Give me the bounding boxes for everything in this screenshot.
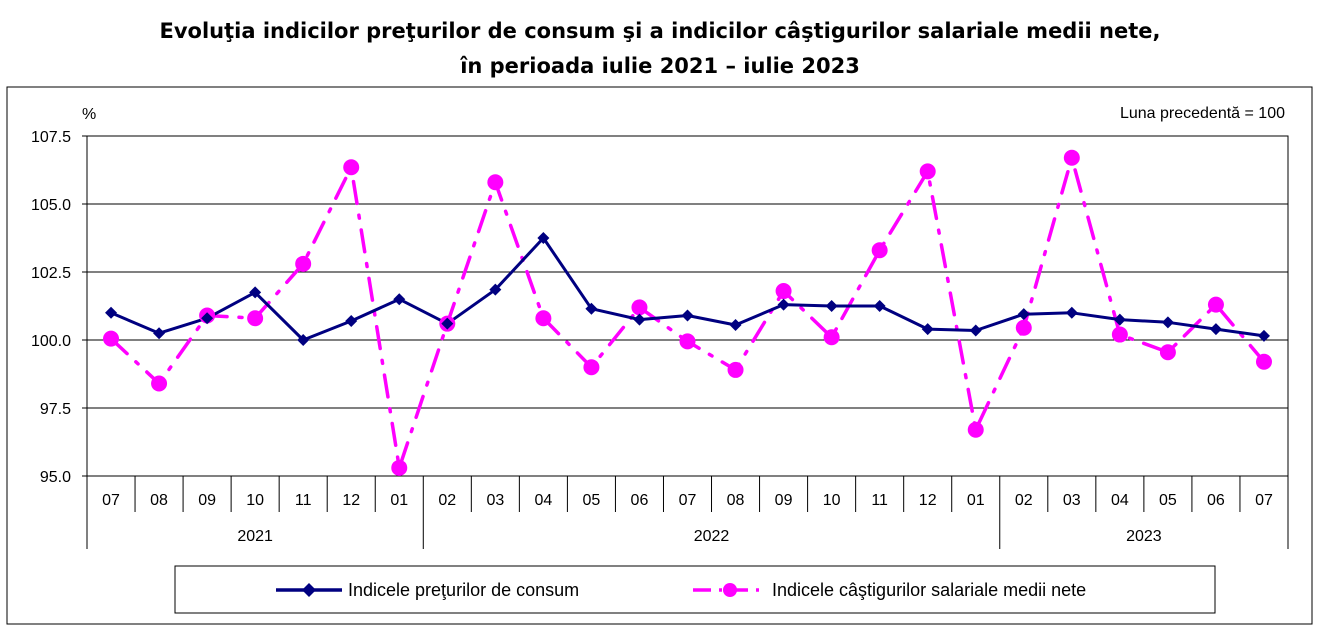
wage-index-point xyxy=(1015,319,1032,336)
wage-index-point xyxy=(967,421,984,438)
y-tick-label: 97.5 xyxy=(40,401,71,418)
x-tick-label: 09 xyxy=(198,492,216,509)
chart-frame xyxy=(6,86,1313,625)
cpi-point xyxy=(681,309,694,322)
x-tick-label: 09 xyxy=(775,492,793,509)
y-axis-unit: % xyxy=(82,106,96,123)
x-tick-label: 11 xyxy=(871,492,888,509)
cpi-point xyxy=(1065,306,1078,319)
wage-index-point xyxy=(679,333,696,350)
y-axis: 107.5 105.0 102.5 100.0 97.5 95.0 xyxy=(31,129,87,486)
wage-index-point xyxy=(151,375,168,392)
wage-index-point xyxy=(1063,149,1080,166)
x-tick-label: 03 xyxy=(486,492,504,509)
wage-index-point xyxy=(103,330,120,347)
cpi-point xyxy=(153,327,166,340)
title-line-1: Evoluţia indicilor preţurilor de consum … xyxy=(159,19,1161,43)
wage-index-point xyxy=(1207,296,1224,313)
cpi-point xyxy=(1161,316,1174,329)
cpi-point xyxy=(297,334,310,346)
wage-index-point xyxy=(919,163,936,180)
x-tick-label: 10 xyxy=(246,492,264,509)
y-tick-label: 107.5 xyxy=(31,129,71,146)
year-label: 2022 xyxy=(694,528,730,545)
legend-marker-cpi xyxy=(302,583,316,597)
wage-index-point xyxy=(535,310,552,327)
x-tick-label: 01 xyxy=(967,492,985,509)
wage-index-point xyxy=(343,159,360,176)
y-tick-label: 100.0 xyxy=(31,333,71,350)
cpi-point xyxy=(537,232,550,244)
y-tick-label: 95.0 xyxy=(40,469,71,486)
cpi-point xyxy=(633,313,646,326)
x-tick-label: 02 xyxy=(438,492,456,509)
x-tick-label: 11 xyxy=(295,492,312,509)
wage-index-point xyxy=(775,283,792,300)
cpi-point xyxy=(1209,323,1222,336)
x-tick-label: 02 xyxy=(1015,492,1033,509)
x-tick-label: 10 xyxy=(823,492,841,509)
wage-index-point xyxy=(295,255,312,272)
x-tick-label: 06 xyxy=(1207,492,1225,509)
base-note: Luna precedentă = 100 xyxy=(1120,105,1285,122)
x-tick-label: 12 xyxy=(342,492,360,509)
x-tick-label: 07 xyxy=(1255,492,1273,509)
cpi-point xyxy=(393,293,406,306)
y-tick-label: 102.5 xyxy=(31,265,71,282)
wage-index-point xyxy=(871,242,888,259)
cpi-point xyxy=(873,300,886,312)
x-tick-label: 05 xyxy=(583,492,601,509)
x-tick-label: 04 xyxy=(1111,492,1129,509)
cpi-point xyxy=(729,319,742,332)
cpi-point xyxy=(441,317,454,330)
x-tick-label: 12 xyxy=(919,492,937,509)
x-tick-label: 08 xyxy=(150,492,168,509)
x-tick-label: 05 xyxy=(1159,492,1177,509)
legend-marker-wages xyxy=(723,583,737,597)
cpi-point xyxy=(201,312,214,325)
legend-label-wages: Indicele câştigurilor salariale medii ne… xyxy=(772,580,1086,600)
legend-items: Indicele preţurilor de consum Indicele câ… xyxy=(276,580,1086,600)
cpi-point xyxy=(1113,313,1126,326)
x-tick-label: 04 xyxy=(534,492,552,509)
title-line-2: în perioada iulie 2021 – iulie 2023 xyxy=(460,54,860,78)
wage-index-point xyxy=(1159,344,1176,361)
wage-index-point xyxy=(487,174,504,191)
wage-index-point xyxy=(583,359,600,376)
x-axis: 07 08 09 10 11 12 01 02 03 04 05 06 07 08 09 10 11 12 01 02… xyxy=(86,476,1289,549)
cpi-point xyxy=(105,306,118,319)
wage-index-point xyxy=(727,361,744,378)
legend-label-cpi: Indicele preţurilor de consum xyxy=(348,580,579,600)
x-tick-label: 06 xyxy=(631,492,649,509)
year-label: 2023 xyxy=(1126,528,1162,545)
cpi-point xyxy=(1017,308,1030,321)
wage-index-point xyxy=(823,329,840,346)
y-tick-label: 105.0 xyxy=(31,197,71,214)
x-tick-label: 08 xyxy=(727,492,745,509)
wage-index-point xyxy=(391,459,408,476)
wage-index-point xyxy=(247,310,264,327)
cpi-point xyxy=(969,324,982,337)
x-tick-label: 07 xyxy=(679,492,697,509)
cpi-point xyxy=(345,314,358,327)
cpi-point xyxy=(249,286,262,299)
cpi-point xyxy=(777,298,790,311)
wage-index-point xyxy=(1111,326,1128,343)
cpi-point xyxy=(825,300,838,312)
plot-area xyxy=(86,135,1289,477)
x-tick-label: 01 xyxy=(390,492,408,509)
cpi-point xyxy=(921,323,934,336)
year-label: 2021 xyxy=(237,528,273,545)
chart-title: Evoluţia indicilor preţurilor de consum … xyxy=(0,14,1320,84)
series-markers xyxy=(103,149,1272,476)
wage-index-point xyxy=(631,299,648,316)
x-tick-label: 03 xyxy=(1063,492,1081,509)
cpi-point xyxy=(489,283,502,296)
x-tick-label: 07 xyxy=(102,492,120,509)
cpi-point xyxy=(1257,329,1270,342)
legend: Indicele preţurilor de consum Indicele câ… xyxy=(174,565,1216,614)
cpi-point xyxy=(585,302,598,315)
wage-index-point xyxy=(1255,353,1272,370)
